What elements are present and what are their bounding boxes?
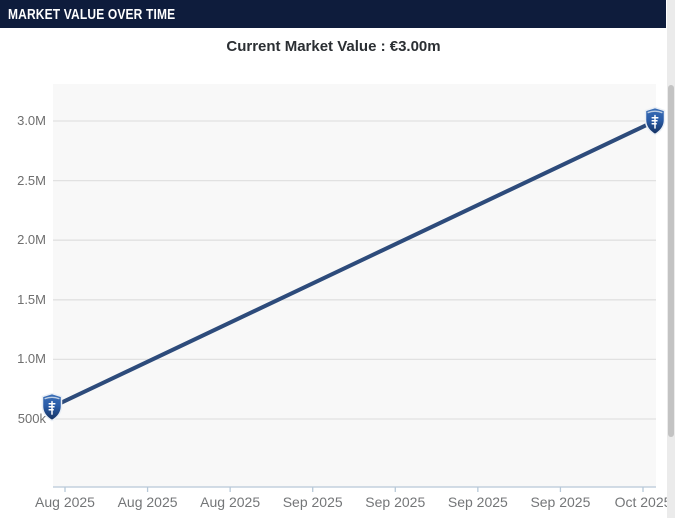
y-tick-label: 500k	[17, 411, 46, 426]
x-tick-label: Sep 2025	[282, 494, 343, 510]
y-tick-label: 1.0M	[17, 351, 46, 367]
panel-header: MARKET VALUE OVER TIME	[0, 0, 666, 28]
scrollbar-thumb[interactable]	[668, 85, 674, 437]
y-tick-label: 3.0M	[17, 113, 46, 128]
plot-area	[53, 84, 656, 487]
scrollbar-track[interactable]	[667, 0, 675, 518]
x-tick-label: Sep 2025	[530, 494, 591, 510]
panel-title: MARKET VALUE OVER TIME	[8, 5, 176, 23]
y-tick-label: 2.5M	[17, 172, 46, 188]
y-tick-label: 1.5M	[17, 291, 46, 307]
x-tick-label: Oct 2025	[614, 494, 672, 510]
x-tick-label: Aug 2025	[35, 494, 95, 510]
x-tick-label: Sep 2025	[447, 494, 508, 510]
chart-title: Current Market Value : €3.00m	[226, 38, 441, 55]
y-tick-label: 2.0M	[17, 232, 46, 248]
x-tick-label: Aug 2025	[117, 494, 178, 510]
x-tick-label: Aug 2025	[200, 494, 261, 510]
x-tick-label: Sep 2025	[365, 494, 426, 510]
